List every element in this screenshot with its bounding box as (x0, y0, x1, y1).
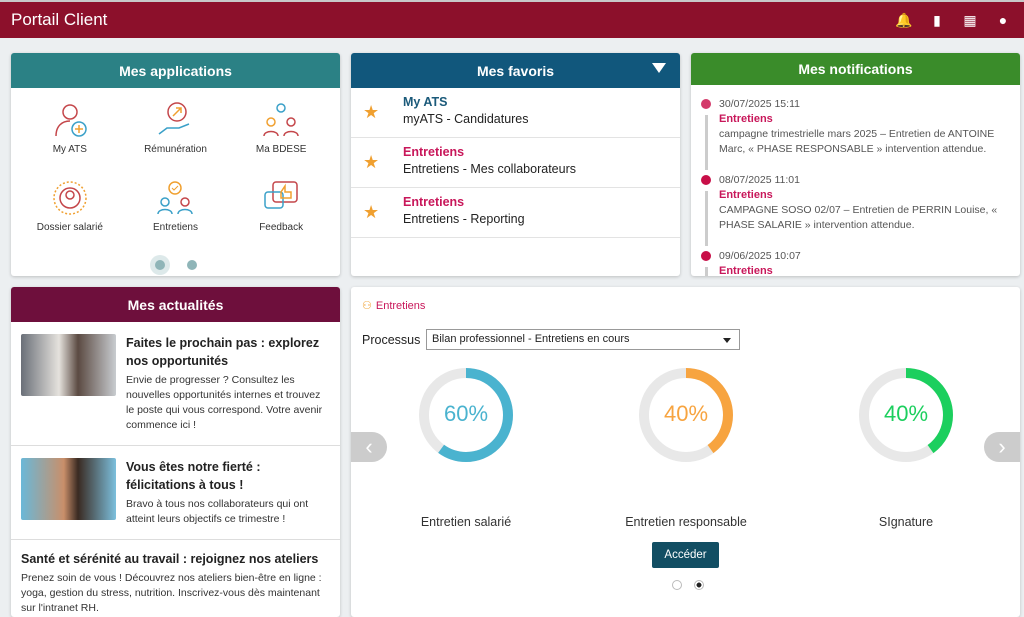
news-title: Vous êtes notre fierté : félicitations à… (126, 460, 261, 492)
news-item[interactable]: Faites le prochain pas : explorez nos op… (11, 322, 340, 446)
carousel-dot-1[interactable] (672, 580, 682, 590)
gauge-label: Entretien responsable (625, 515, 747, 529)
timeline-bullet (701, 251, 711, 261)
gauge-fill (859, 368, 953, 462)
progress-gauge: 40% (636, 365, 736, 470)
app-icon (55, 104, 87, 137)
previous-arrow[interactable]: ‹ (351, 432, 387, 462)
gauge-percent: 40% (883, 401, 929, 426)
timeline-line (705, 191, 708, 246)
app-icon (264, 181, 298, 209)
timeline-line (705, 115, 708, 170)
gauge-label: Entretien salarié (420, 515, 512, 529)
app-tile[interactable]: Feedback (228, 178, 334, 256)
app-tile[interactable]: Ma BDESE (228, 100, 334, 178)
app-label: Entretiens (152, 222, 198, 233)
apps-grid-icon[interactable]: ▦ (963, 11, 977, 28)
book-icon[interactable]: ▮ (933, 11, 941, 28)
carousel-dot-2[interactable] (694, 580, 704, 590)
notification-category: Entretiens (719, 113, 773, 125)
star-icon[interactable]: ★ (363, 152, 380, 172)
page-dot-2[interactable] (186, 260, 197, 270)
chevron-down-icon (723, 338, 731, 343)
favorites-panel: Mes favoris ★ My ATS myATS - Candidatures ★… (351, 53, 680, 276)
notification-item[interactable]: 30/07/2025 15:11 Entretiens campagne trime… (691, 85, 1020, 170)
favorite-subtitle: myATS - Candidatures (403, 112, 529, 126)
app-tile[interactable]: Dossier salarié (17, 178, 123, 256)
top-bar: Portail Client 🔔 ▮ ▦ ● (0, 0, 1024, 38)
news-text: Prenez soin de vous ! Découvrez nos atel… (21, 572, 322, 614)
app-label: Feedback (259, 222, 304, 233)
notification-category: Entretiens (719, 189, 773, 201)
news-title: Faites le prochain pas : explorez nos op… (126, 336, 320, 368)
entretiens-icon: ⚇ (362, 300, 372, 312)
news-text: Envie de progresser ? Consultez les nouv… (126, 374, 323, 431)
notification-date: 09/06/2025 10:07 (719, 250, 801, 262)
notification-message: CAMPAGNE SOSO 02/07 – Entretien de PERRI… (719, 204, 998, 231)
bell-icon[interactable]: 🔔 (895, 11, 913, 28)
notifications-panel: Mes notifications 30/07/2025 15:11 Entret… (691, 53, 1020, 276)
app-label: Dossier salarié (36, 222, 103, 233)
app-label: Rémunération (144, 144, 207, 155)
favorite-item[interactable]: ★ My ATS myATS - Candidatures (351, 88, 680, 138)
account-icon[interactable]: ● (998, 12, 1008, 28)
app-icon (53, 181, 87, 215)
entretiens-title: Entretiens (375, 299, 426, 312)
notification-item[interactable]: 08/07/2025 11:01 Entretiens CAMPAGNE SOSO … (691, 161, 1020, 246)
process-select-value: Bilan professionnel - Entretiens en cour… (432, 333, 630, 345)
app-label: My ATS (52, 144, 87, 155)
panel-title: Mes favoris (476, 62, 555, 79)
app-tile[interactable]: Rémunération (123, 100, 229, 178)
progress-gauge: 40% (856, 365, 956, 470)
star-icon[interactable]: ★ (363, 102, 380, 122)
notification-item[interactable]: 09/06/2025 10:07 Entretiens (691, 237, 1020, 276)
timeline-bullet (701, 99, 711, 109)
app-tile[interactable]: Entretiens (123, 178, 229, 256)
app-title: Portail Client (11, 10, 108, 29)
gauge-label: SIgnature (878, 515, 934, 529)
gauge-fill (639, 368, 733, 462)
favorite-title: My ATS (403, 95, 448, 109)
app-icon (157, 181, 194, 215)
news-text: Bravo à tous nos collaborateurs qui ont … (126, 498, 309, 525)
favorite-title: Entretiens (403, 195, 465, 209)
favorite-item[interactable]: ★ Entretiens Entretiens - Mes collaborateu… (351, 138, 680, 188)
timeline-bullet (701, 175, 711, 185)
process-label: Processus (362, 333, 421, 347)
news-image (21, 334, 116, 396)
favorite-item[interactable]: ★ Entretiens Entretiens - Reporting (351, 188, 680, 238)
news-panel: Mes actualités Faites le prochain pas : … (11, 287, 340, 617)
panel-title: Mes notifications (691, 53, 1020, 85)
notification-message: campagne trimestrielle mars 2025 – Entre… (719, 128, 995, 155)
filter-icon[interactable] (652, 63, 666, 73)
star-icon[interactable]: ★ (363, 202, 380, 222)
acceder-button[interactable]: Accéder (652, 542, 719, 568)
entretiens-widget-title: ⚇ Entretiens (362, 299, 426, 313)
app-label: Ma BDESE (255, 144, 307, 155)
app-icon (263, 103, 299, 137)
news-image (21, 458, 116, 520)
notification-date: 30/07/2025 15:11 (719, 98, 800, 110)
timeline-line (705, 267, 708, 276)
news-item[interactable]: Vous êtes notre fierté : félicitations à… (11, 446, 340, 540)
gauge-fill (419, 368, 513, 462)
gauge-percent: 60% (443, 401, 489, 426)
progress-gauge: 60% (416, 365, 516, 470)
gauge-percent: 40% (663, 401, 709, 426)
notification-category: Entretiens (719, 265, 773, 276)
notification-date: 08/07/2025 11:01 (719, 174, 800, 186)
favorite-title: Entretiens (403, 145, 465, 159)
app-icon (159, 102, 190, 135)
favorite-subtitle: Entretiens - Reporting (403, 212, 525, 226)
app-tile[interactable]: My ATS (17, 100, 123, 178)
process-select[interactable]: Bilan professionnel - Entretiens en cour… (426, 329, 740, 350)
panel-title: Mes actualités (11, 287, 340, 322)
panel-title: Mes applications (11, 53, 340, 88)
page-dot-1[interactable] (154, 260, 165, 270)
news-title: Santé et sérénité au travail : rejoignez… (21, 552, 319, 566)
applications-panel: Mes applications My ATS Rémunération Ma BD… (11, 53, 340, 276)
favorite-subtitle: Entretiens - Mes collaborateurs (403, 162, 576, 176)
next-arrow[interactable]: › (984, 432, 1020, 462)
news-item[interactable]: Santé et sérénité au travail : rejoignez… (11, 540, 340, 617)
